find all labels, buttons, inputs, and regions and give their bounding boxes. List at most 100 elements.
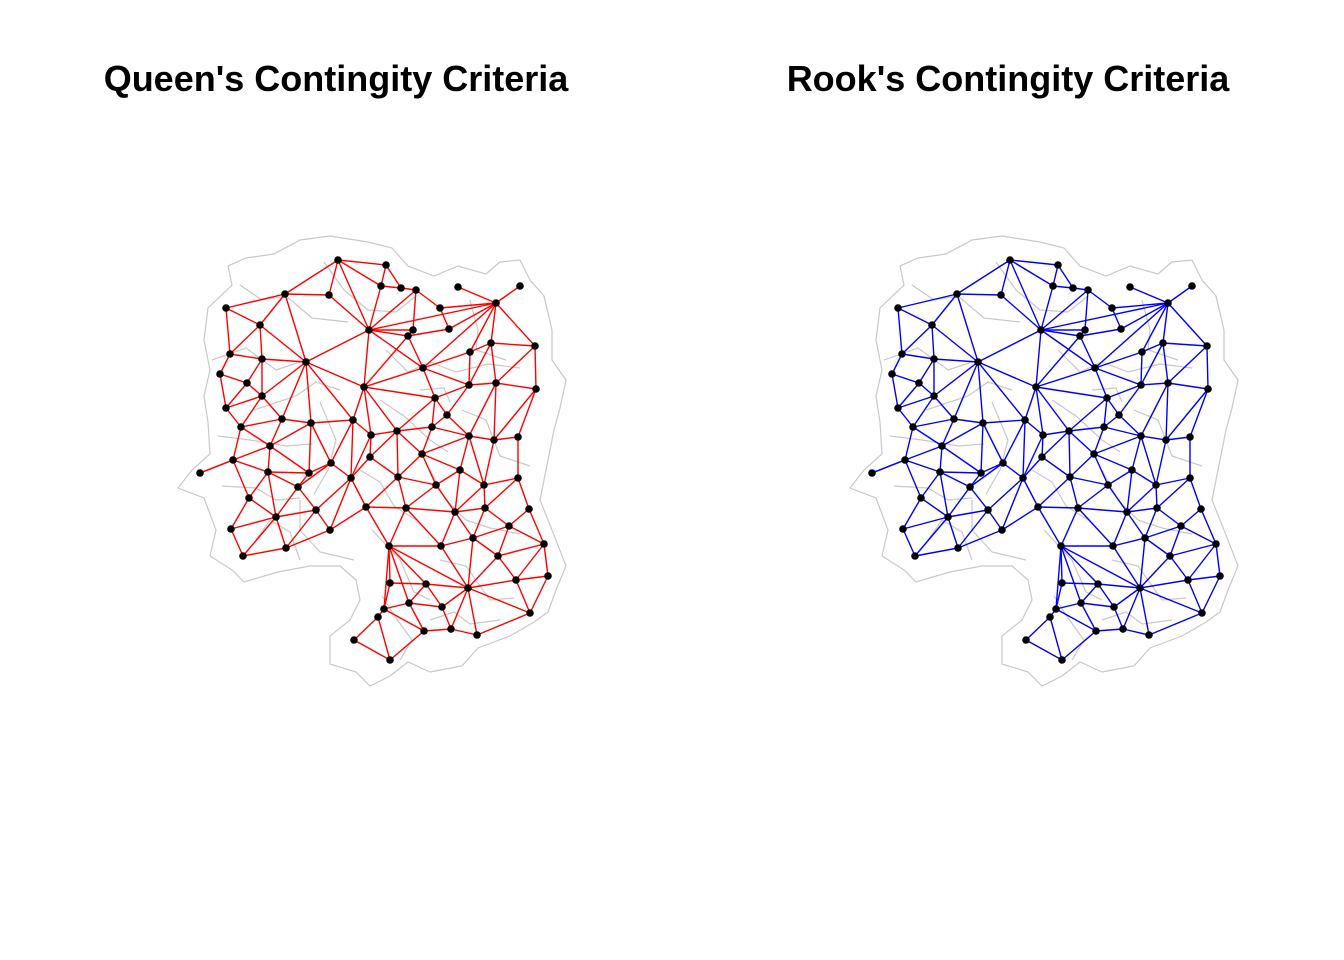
centroid-node — [465, 432, 473, 440]
queen-contiguity-map — [177, 235, 567, 687]
neighbor-link — [939, 445, 943, 473]
region-border — [1101, 611, 1173, 625]
neighbor-link — [305, 361, 365, 388]
neighbor-link — [467, 579, 517, 589]
neighbor-link — [476, 612, 531, 636]
centroid-node — [422, 580, 430, 588]
neighbor-link — [441, 587, 469, 608]
neighbor-link — [1025, 616, 1051, 641]
centroid-node — [1138, 348, 1146, 356]
neighbor-link — [897, 395, 935, 409]
neighbor-link — [1069, 476, 1079, 509]
neighbor-link — [225, 307, 261, 326]
neighbor-link — [267, 471, 277, 518]
neighbor-link — [353, 639, 391, 661]
neighbor-link — [412, 289, 417, 331]
centroid-node — [1084, 286, 1092, 294]
centroid-node — [367, 431, 375, 439]
neighbor-link — [1097, 583, 1141, 589]
neighbor-link — [440, 545, 469, 589]
neighbor-link — [383, 545, 390, 610]
centroid-node — [278, 415, 286, 423]
neighbor-link — [352, 386, 365, 421]
neighbor-link — [368, 302, 497, 331]
neighbor-link — [1035, 329, 1042, 388]
centroid-node — [302, 358, 310, 366]
neighbor-link — [980, 422, 984, 474]
neighbor-link — [1144, 525, 1182, 539]
neighbor-link — [440, 511, 456, 547]
centroid-node — [362, 503, 370, 511]
neighbor-link — [1009, 259, 1042, 331]
neighbor-link — [363, 335, 409, 388]
region-border — [239, 284, 349, 323]
centroid-node — [954, 544, 962, 552]
region-border — [1111, 559, 1187, 601]
neighbor-link — [422, 351, 471, 369]
neighbor-link — [977, 361, 984, 424]
region-outline — [177, 235, 567, 687]
region-border — [429, 611, 501, 625]
neighbor-link — [1215, 543, 1221, 577]
neighbor-link — [891, 373, 920, 384]
neighbor-link — [1140, 342, 1164, 386]
rook-panel: Rook's Contingity Criteria — [672, 0, 1344, 960]
neighbor-link — [468, 382, 497, 386]
centroid-node — [1128, 466, 1136, 474]
centroid-node — [514, 474, 522, 482]
centroid-node — [326, 526, 334, 534]
neighbor-link — [435, 469, 461, 486]
centroid-node — [394, 473, 402, 481]
centroid-node — [999, 459, 1007, 467]
neighbor-link — [229, 353, 263, 360]
neighbor-link — [1093, 426, 1105, 455]
centroid-node — [1204, 385, 1212, 393]
centroid-node — [525, 505, 533, 513]
neighbor-link — [1118, 384, 1142, 416]
neighbor-link — [941, 445, 982, 474]
neighbor-link — [941, 418, 955, 447]
neighbor-link — [468, 435, 485, 486]
neighbor-link — [1035, 386, 1070, 432]
neighbor-link — [1002, 419, 1026, 464]
neighbor-link — [1093, 435, 1142, 455]
neighbor-link — [1162, 302, 1169, 344]
neighbor-link — [350, 477, 367, 508]
neighbor-link — [1094, 302, 1169, 369]
centroid-node — [409, 326, 417, 334]
neighbor-link — [977, 361, 1026, 421]
region-border — [1053, 595, 1085, 661]
neighbor-link — [368, 329, 409, 337]
neighbor-link — [508, 525, 545, 545]
neighbor-link — [901, 353, 935, 360]
centroid-node — [1162, 436, 1170, 444]
centroid-node — [405, 599, 413, 607]
neighbor-link — [1084, 289, 1089, 331]
neighbor-link — [1040, 289, 1089, 331]
neighbor-link — [982, 419, 1026, 424]
centroid-node — [930, 355, 938, 363]
neighbor-link — [1112, 545, 1141, 589]
neighbor-link — [956, 293, 979, 363]
neighbor-link — [405, 484, 437, 509]
neighbor-link — [1035, 335, 1081, 388]
neighbor-link — [987, 509, 1003, 531]
neighbor-link — [350, 456, 371, 479]
centroid-node — [226, 350, 234, 358]
neighbor-link — [219, 373, 227, 409]
neighbor-link — [275, 509, 317, 518]
neighbor-link — [365, 506, 390, 547]
neighbor-link — [225, 307, 231, 355]
centroid-node — [1184, 576, 1192, 584]
neighbor-link — [1009, 259, 1054, 287]
centroid-node — [374, 613, 382, 621]
neighbor-link — [1189, 388, 1209, 438]
neighbor-link — [284, 293, 330, 296]
region-border — [379, 399, 449, 453]
neighbor-link — [969, 486, 989, 511]
neighbor-link — [1120, 302, 1169, 330]
neighbor-link — [1035, 386, 1108, 399]
region-outline — [849, 235, 1239, 687]
centroid-node — [953, 290, 961, 298]
centroid-node — [1069, 284, 1077, 292]
